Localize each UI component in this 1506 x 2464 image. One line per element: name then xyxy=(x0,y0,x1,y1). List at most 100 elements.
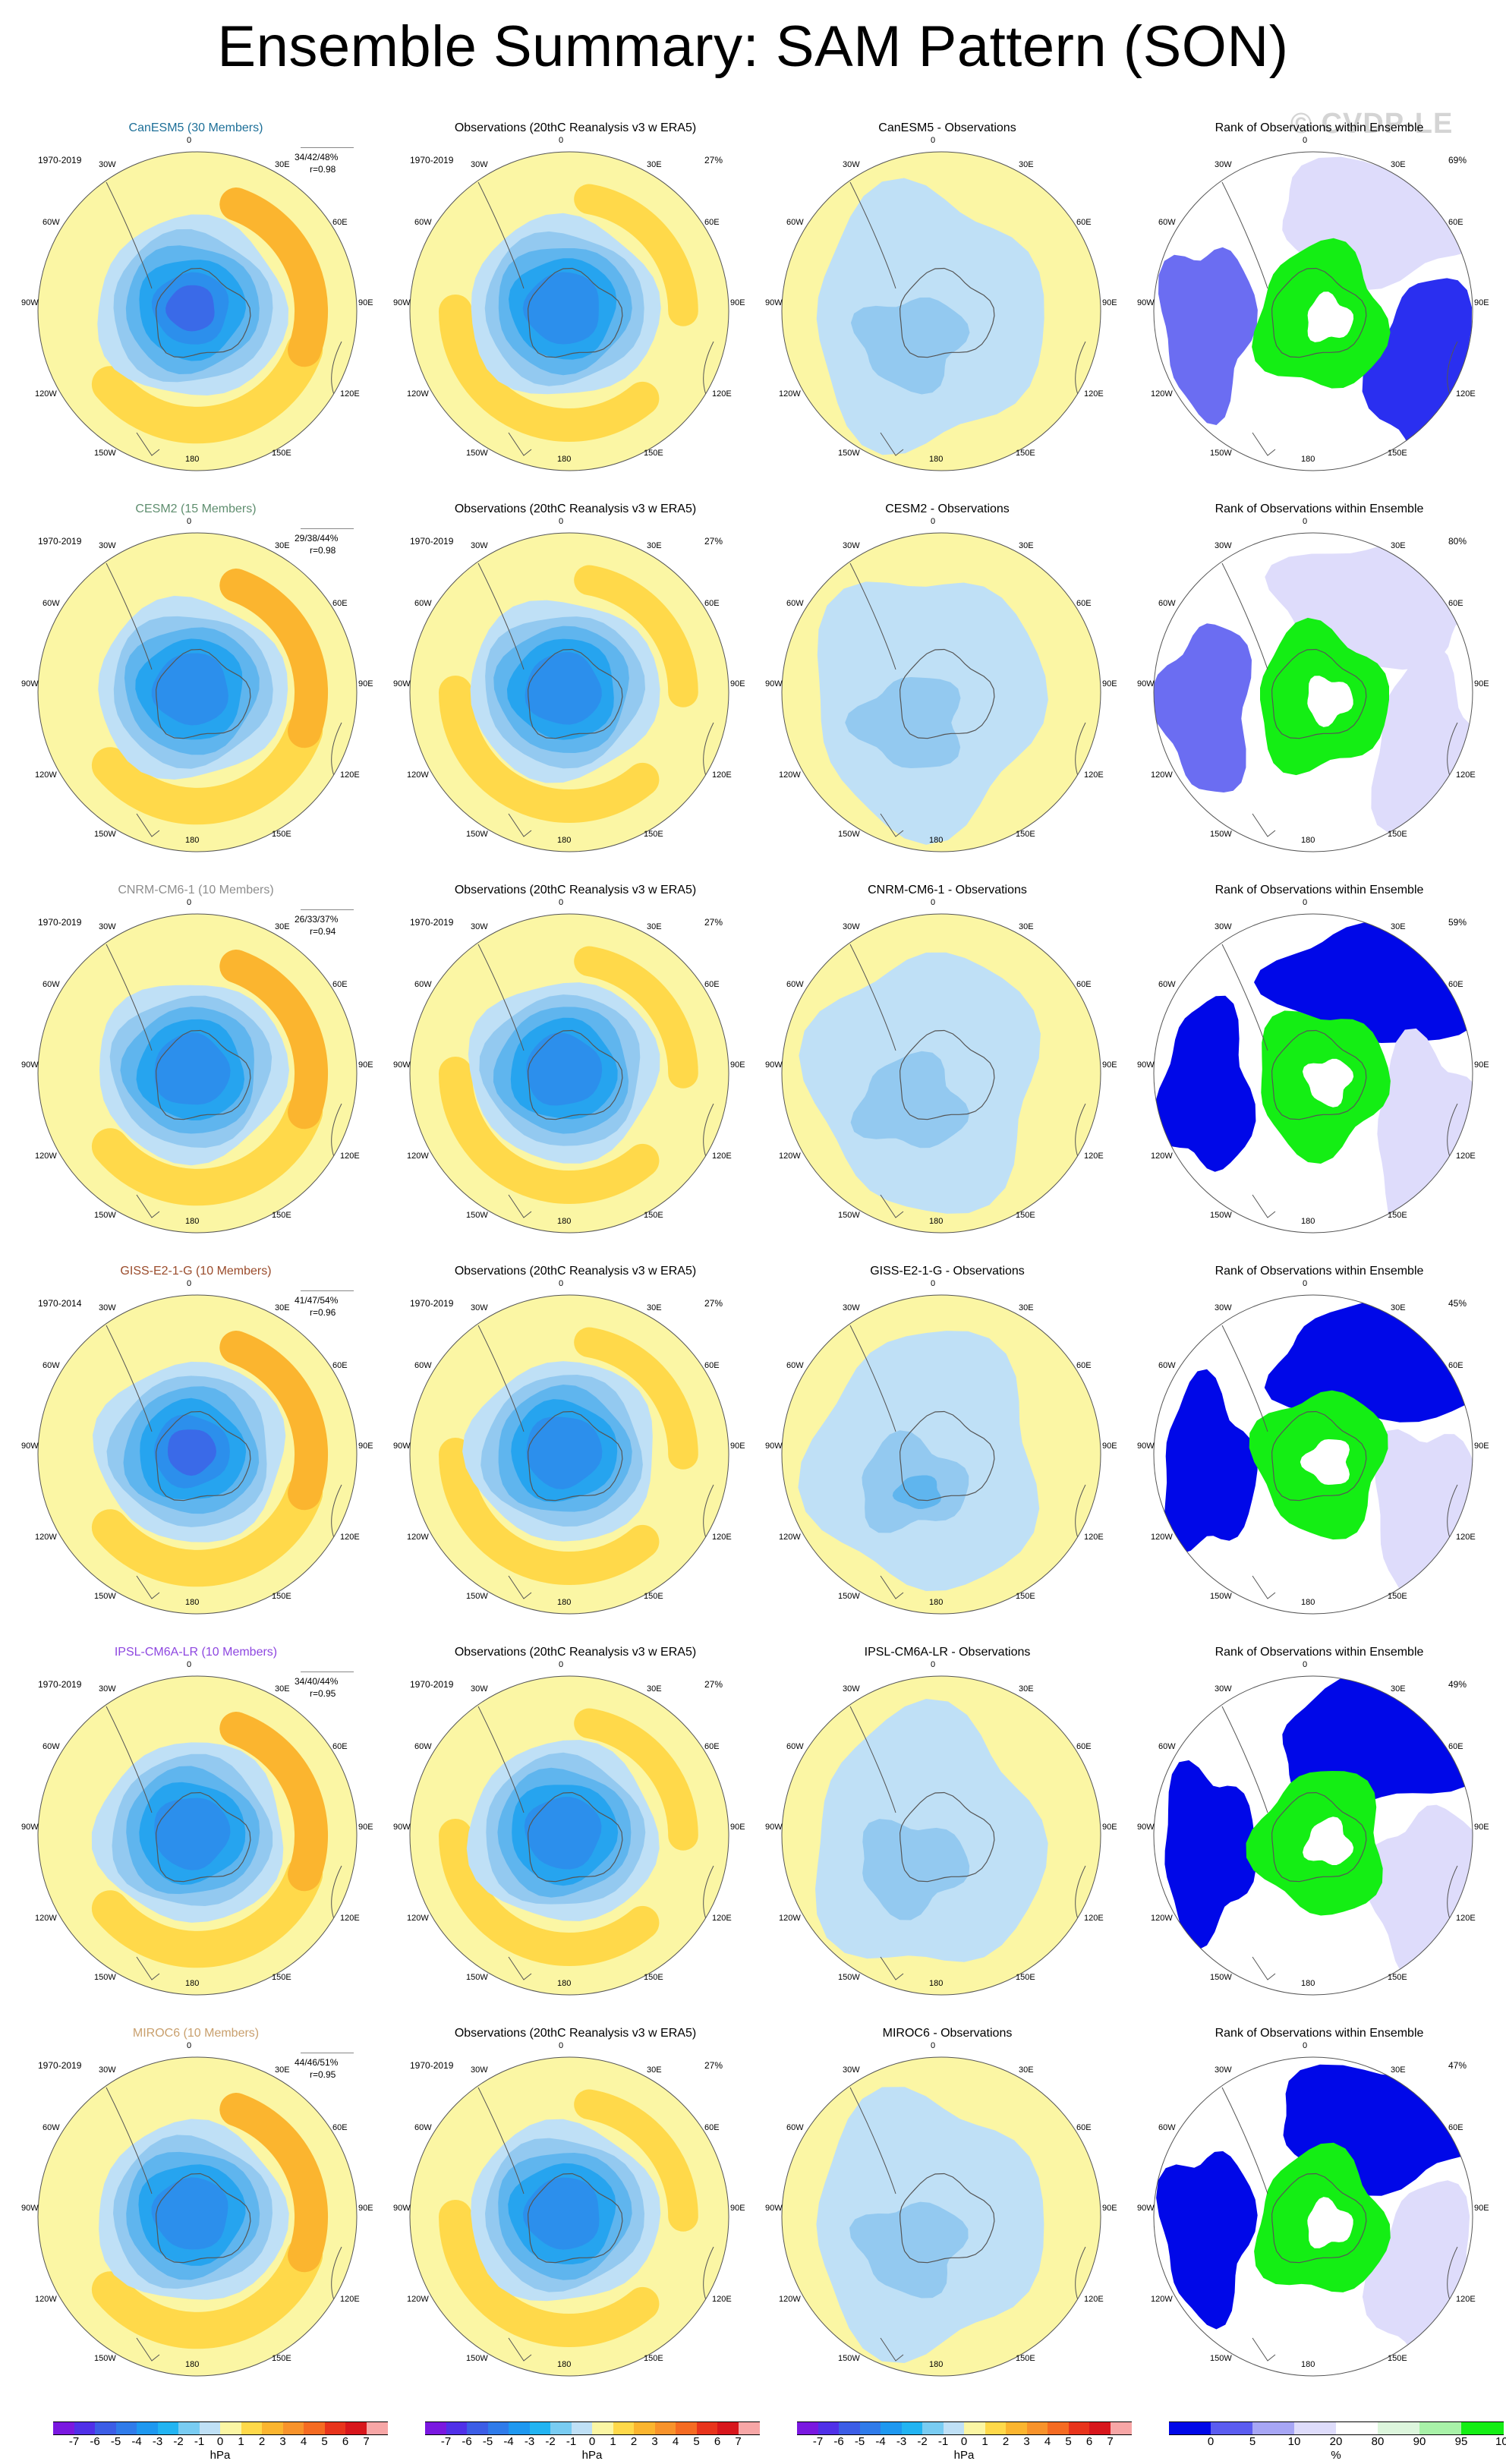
colorbar-tick-label: -2 xyxy=(545,2435,556,2448)
lon-label: 150E xyxy=(644,449,663,458)
lon-label: 180 xyxy=(1301,1598,1315,1607)
obs-period-label: 1970-2019 xyxy=(410,1298,454,1309)
pct-explained: 41/47/54% xyxy=(295,1295,339,1306)
south-america-coastline xyxy=(477,2087,525,2195)
lon-label: 150W xyxy=(466,1973,488,1982)
members-tickmarks xyxy=(301,2040,354,2053)
rank-low-region xyxy=(1164,1369,1258,1555)
lon-label: 30E xyxy=(1391,922,1406,931)
lon-label: 120W xyxy=(779,389,801,399)
lon-label: 180 xyxy=(557,1217,571,1226)
colorbar-tick-label: -5 xyxy=(482,2435,493,2448)
lon-label: 90W xyxy=(393,1442,411,1451)
panel-title: CNRM-CM6-1 - Observations xyxy=(868,884,1027,896)
members-tickmarks xyxy=(301,1659,354,1672)
colorbar-tick-label: 80 xyxy=(1371,2435,1385,2448)
panel-title: Rank of Observations within Ensemble xyxy=(1215,121,1424,134)
lon-label: 120W xyxy=(35,1914,57,1923)
pct-explained: 34/42/48% xyxy=(295,152,339,162)
lon-label: 120W xyxy=(1151,1533,1173,1542)
colorbar-swatch xyxy=(634,2421,655,2435)
lon-label: 120E xyxy=(340,770,360,780)
positive-anomaly-band xyxy=(439,295,660,442)
south-america-coastline xyxy=(477,1706,525,1813)
lon-label: 0 xyxy=(559,2041,563,2050)
colorbar-swatch xyxy=(1169,2421,1211,2435)
lon-label: 90W xyxy=(765,1823,783,1832)
lon-label: 0 xyxy=(559,1660,563,1669)
lon-label: 30E xyxy=(275,2065,290,2075)
panel-2-3: 0 180 90W 90E 30W 60W 30E 60E 120W 150W 120E 150E Ra… xyxy=(1137,884,1506,1256)
colorbar-swatch xyxy=(1026,2421,1048,2435)
lon-label: 180 xyxy=(929,1979,943,1988)
lon-label: 30W xyxy=(1215,2065,1232,2075)
lon-label: 180 xyxy=(1301,455,1315,464)
lon-label: 120W xyxy=(779,2295,801,2304)
south-america-coastline xyxy=(849,944,896,1051)
lon-label: 90W xyxy=(21,679,39,688)
lon-label: 120W xyxy=(407,1914,429,1923)
lon-label: 120E xyxy=(712,1914,732,1923)
map-boundary xyxy=(37,151,358,471)
new-zealand-coastline xyxy=(508,432,532,456)
lon-label: 60W xyxy=(1158,2123,1176,2132)
new-zealand-coastline xyxy=(880,2337,904,2362)
antarctica-coastline xyxy=(1271,1410,1367,1501)
south-america-coastline xyxy=(849,1325,896,1432)
polar-map: 0 180 90W 90E 30W 60W 30E 60E 120W 150W 120E 150E xyxy=(1137,136,1489,471)
colorbar-tick-label: 3 xyxy=(279,2435,286,2448)
pattern-correlation: r=0.96 xyxy=(310,1307,336,1318)
antarctica-coastline xyxy=(155,1410,251,1501)
colorbar-hpa-3: -7 -6 -5 -4 -3 -2 -1 0 1 2 3 4 5 6 7 hPa xyxy=(797,2421,1132,2464)
positive-anomaly-band xyxy=(219,2093,329,2273)
panel-3-0: 0 180 90W 90E 30W 60W 30E 60E 120W 150W 120E 150E GI… xyxy=(21,1265,393,1637)
positive-anomaly-band xyxy=(439,1438,660,1585)
lon-label: 180 xyxy=(185,1598,199,1607)
rank-mid-region xyxy=(1303,1058,1354,1108)
colorbar-tick-label: -3 xyxy=(896,2435,907,2448)
lon-label: 0 xyxy=(187,136,191,145)
lon-label: 0 xyxy=(559,1279,563,1288)
lon-label: 0 xyxy=(559,517,563,526)
antarctica-coastline xyxy=(527,1410,623,1501)
new-zealand-coastline xyxy=(136,432,160,456)
south-america-coastline xyxy=(1221,2087,1268,2195)
negative-anomaly-contour xyxy=(526,1416,603,1489)
colorbar-tick-label: 1 xyxy=(981,2435,988,2448)
panel-3-2: 0 180 90W 90E 30W 60W 30E 60E 120W 150W 120E 150E GI… xyxy=(765,1265,1137,1637)
polar-map: 0 180 90W 90E 30W 60W 30E 60E 120W 150W 120E 150E xyxy=(21,1279,373,1615)
lon-label: 30E xyxy=(647,1303,662,1312)
south-america-coastline xyxy=(849,181,896,289)
polar-map: 0 180 90W 90E 30W 60W 30E 60E 120W 150W 120E 150E xyxy=(21,517,373,852)
colorbar-tick-label: -3 xyxy=(524,2435,535,2448)
lon-label: 120W xyxy=(407,2295,429,2304)
polar-map: 0 180 90W 90E 30W 60W 30E 60E 120W 150W 120E 150E xyxy=(765,136,1117,471)
map-boundary xyxy=(409,913,729,1234)
pct-explained: 34/40/44% xyxy=(295,1676,339,1687)
lon-label: 150W xyxy=(94,449,116,458)
lon-label: 30E xyxy=(275,160,290,169)
lon-label: 120E xyxy=(1084,389,1104,399)
south-america-coastline xyxy=(477,1325,525,1432)
panel-title: IPSL-CM6A-LR (10 Members) xyxy=(114,1646,278,1659)
lon-label: 150W xyxy=(838,1973,860,1982)
lon-label: 60W xyxy=(1158,980,1176,989)
lon-label: 120W xyxy=(779,1533,801,1542)
lon-label: 90E xyxy=(1474,1442,1489,1451)
colorbar-tick-label: -2 xyxy=(173,2435,184,2448)
lon-label: 120E xyxy=(1456,1533,1476,1542)
australia-coastline xyxy=(331,722,342,777)
lon-label: 120E xyxy=(340,1914,360,1923)
colorbar-tick-label: 7 xyxy=(363,2435,370,2448)
lon-label: 0 xyxy=(931,1660,935,1669)
lon-label: 60E xyxy=(332,1361,348,1370)
antarctica-coastline xyxy=(527,2173,623,2264)
lon-label: 30W xyxy=(99,1303,116,1312)
colorbar-tick-label: 0 xyxy=(588,2435,596,2448)
lon-label: 60E xyxy=(332,980,348,989)
australia-coastline xyxy=(703,1103,714,1158)
panel-3-1: 0 180 90W 90E 30W 60W 30E 60E 120W 150W 120E 150E Ob… xyxy=(393,1265,765,1637)
colorbar-swatch xyxy=(881,2421,902,2435)
new-zealand-coastline xyxy=(136,1575,160,1599)
new-zealand-coastline xyxy=(508,1194,532,1218)
